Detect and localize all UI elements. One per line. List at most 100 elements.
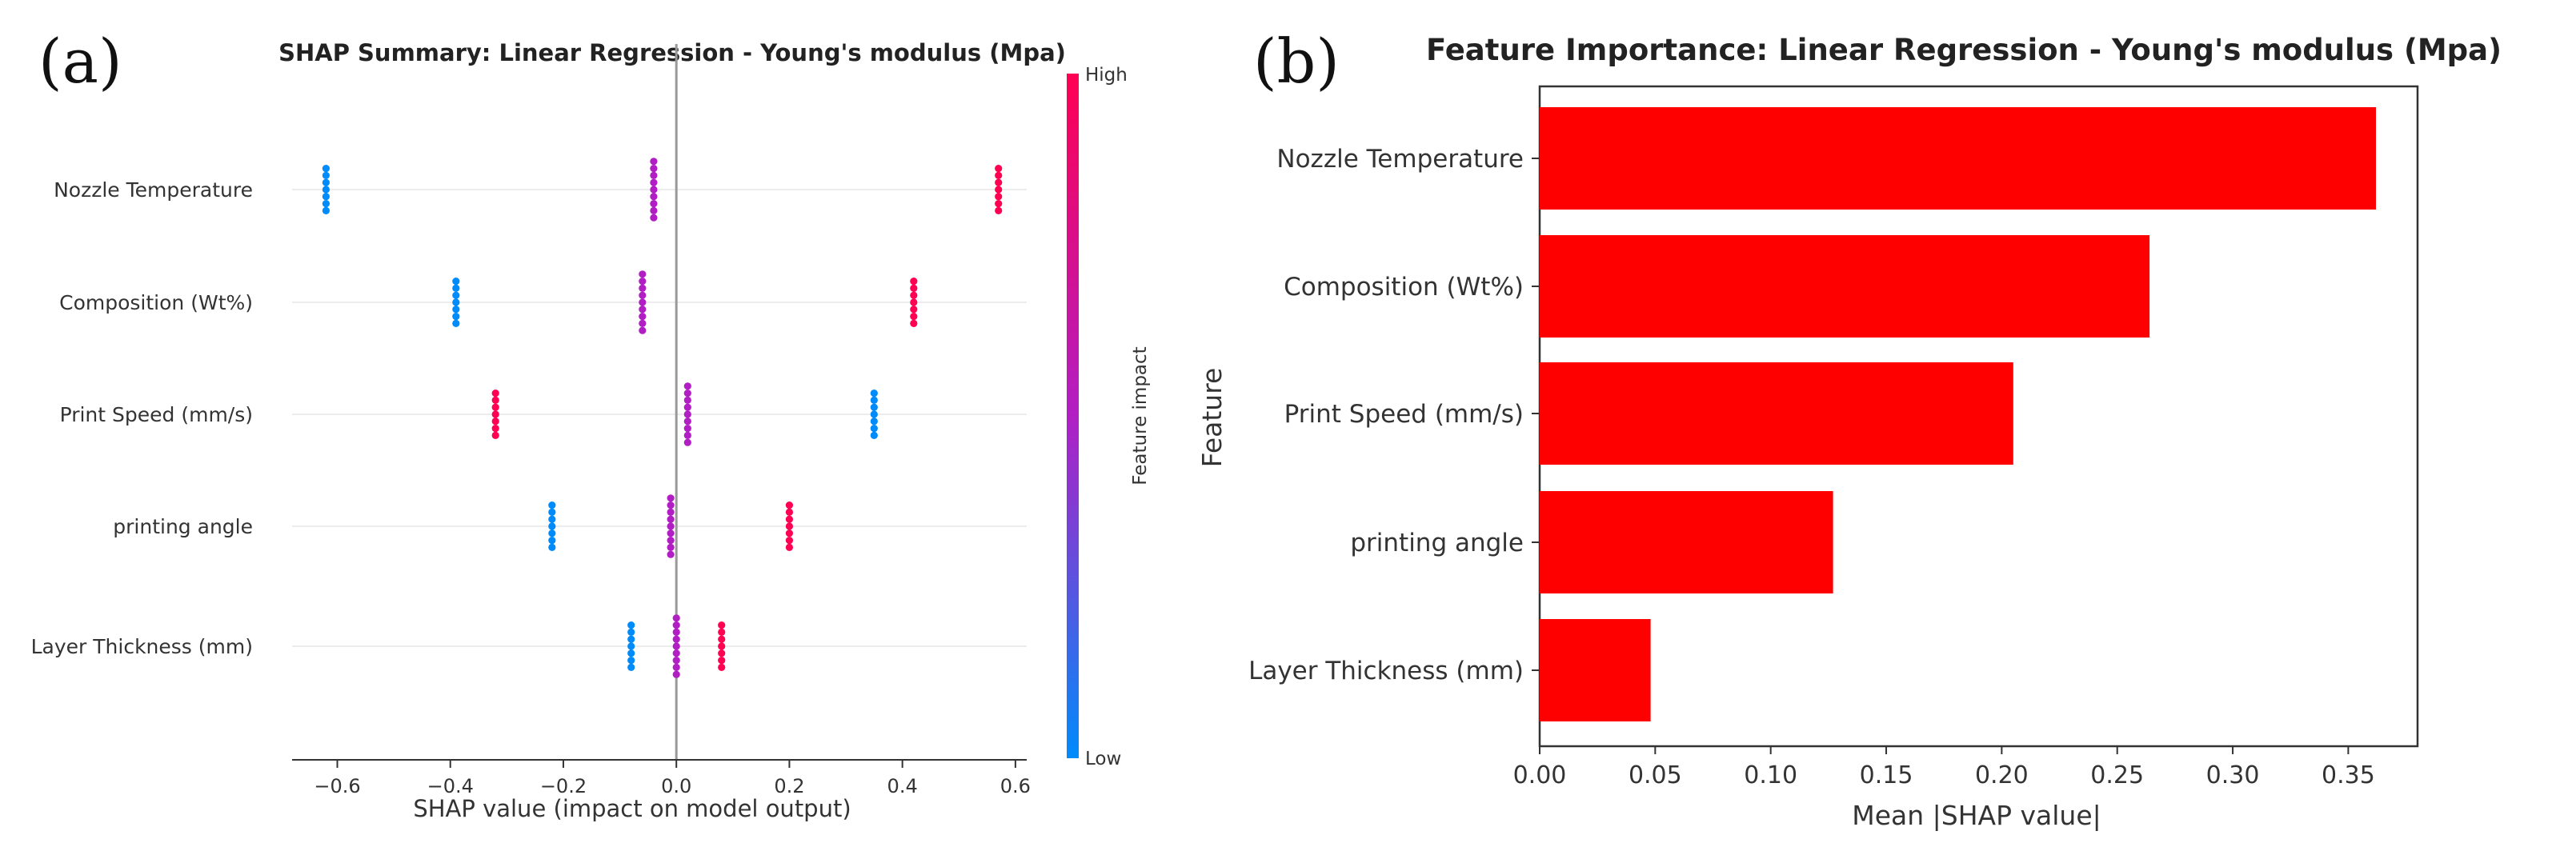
shap-point [548,501,556,509]
shap-point [683,431,691,440]
shap-point [718,635,726,643]
shap-point [683,390,691,398]
shap-x-tick-label: −0.6 [314,775,360,797]
importance-x-tick-label: 0.10 [1744,761,1797,789]
shap-point [870,390,878,398]
shap-point [785,529,794,537]
importance-feature-label-layer-thickness-mm: Layer Thickness (mm) [1248,657,1524,685]
shap-feature-label-print-speed-mm-s: Print Speed (mm/s) [60,403,253,426]
shap-point [910,306,918,314]
importance-x-axis-label: Mean |SHAP value| [1852,800,2101,831]
shap-point [548,515,556,523]
shap-point [322,206,330,214]
shap-point [995,200,1003,208]
shap-point [627,628,635,637]
shap-feature-label-printing-angle: printing angle [113,515,253,538]
shap-summary-panel: (a) SHAP Summary: Linear Regression - Yo… [31,26,1151,822]
shap-point [785,515,794,523]
bar-composition-wt [1540,235,2150,338]
shap-point [548,537,556,545]
shap-point [718,657,726,665]
shap-chart-title: SHAP Summary: Linear Regression - Young'… [278,39,1066,66]
shap-point [995,206,1003,214]
shap-row-grid [292,189,1027,647]
shap-point [322,178,330,186]
shap-feature-label-composition-wt: Composition (Wt%) [59,291,253,314]
shap-point [672,635,680,643]
shap-point [491,390,499,398]
shap-x-ticks: −0.6 −0.4 −0.2 0.0 0.2 0.4 0.6 [314,760,1031,797]
shap-point [785,543,794,552]
importance-x-tick-label: 0.15 [1860,761,1913,789]
shap-point [683,403,691,411]
shap-point [627,663,635,672]
shap-point [672,657,680,665]
shap-point [995,165,1003,173]
importance-feature-label-nozzle-temperature: Nozzle Temperature [1276,145,1524,174]
feature-importance-panel: (b) Feature Importance: Linear Regressio… [1196,26,2502,831]
shap-point [683,438,691,446]
shap-point [672,614,680,622]
shap-points [322,158,1003,678]
bar-nozzle-temperature [1540,107,2376,210]
importance-bars [1540,107,2376,721]
shap-point [785,522,794,530]
importance-feature-label-printing-angle: printing angle [1350,529,1524,557]
shap-point [548,522,556,530]
shap-x-tick-label: −0.2 [540,775,587,797]
shap-point [667,508,675,517]
shap-point [491,396,499,404]
shap-point [650,193,658,201]
shap-point [627,649,635,657]
shap-x-axis-label: SHAP value (impact on model output) [413,795,851,822]
shap-point [452,284,460,292]
shap-point [672,663,680,672]
shap-point [452,298,460,306]
shap-x-tick-label: 0.6 [1000,775,1031,797]
shap-point [995,178,1003,186]
shap-point [548,508,556,517]
importance-chart-title: Feature Importance: Linear Regression - … [1426,33,2502,67]
shap-point [491,410,499,418]
shap-point [639,326,647,334]
colorbar-low-label: Low [1085,749,1121,769]
shap-point [667,529,675,537]
importance-feature-labels: Nozzle Temperature Composition (Wt%) Print… [1248,145,1540,685]
shap-point [627,621,635,629]
shap-point [683,425,691,433]
shap-point [667,522,675,530]
shap-point [639,278,647,286]
shap-point [650,214,658,222]
shap-point [718,621,726,629]
shap-point [672,628,680,637]
importance-x-tick-label: 0.20 [1975,761,2029,789]
shap-point [548,529,556,537]
shap-point [870,403,878,411]
shap-point [650,206,658,214]
shap-point [322,193,330,201]
shap-point [910,313,918,321]
shap-point [639,291,647,299]
shap-feature-label-nozzle-temperature: Nozzle Temperature [54,178,253,202]
shap-point [650,178,658,186]
shap-point [452,278,460,286]
shap-point [452,291,460,299]
importance-x-tick-label: 0.00 [1513,761,1567,789]
shap-point [910,319,918,327]
importance-x-ticks: 0.00 0.05 0.10 0.15 0.20 0.25 0.30 0.35 [1513,746,2375,789]
shap-point [995,186,1003,194]
importance-feature-label-composition-wt: Composition (Wt%) [1284,273,1524,302]
shap-point [548,543,556,552]
shap-point [452,319,460,327]
shap-point [491,403,499,411]
shap-x-tick-label: −0.4 [427,775,474,797]
shap-point [785,537,794,545]
importance-feature-label-print-speed-mm-s: Print Speed (mm/s) [1284,400,1524,429]
shap-point [870,431,878,440]
shap-feature-labels: Nozzle Temperature Composition (Wt%) Print… [31,178,253,658]
bar-print-speed-mm-s [1540,362,2013,465]
shap-point [910,298,918,306]
shap-point [683,410,691,418]
shap-point [639,319,647,327]
shap-point [910,284,918,292]
